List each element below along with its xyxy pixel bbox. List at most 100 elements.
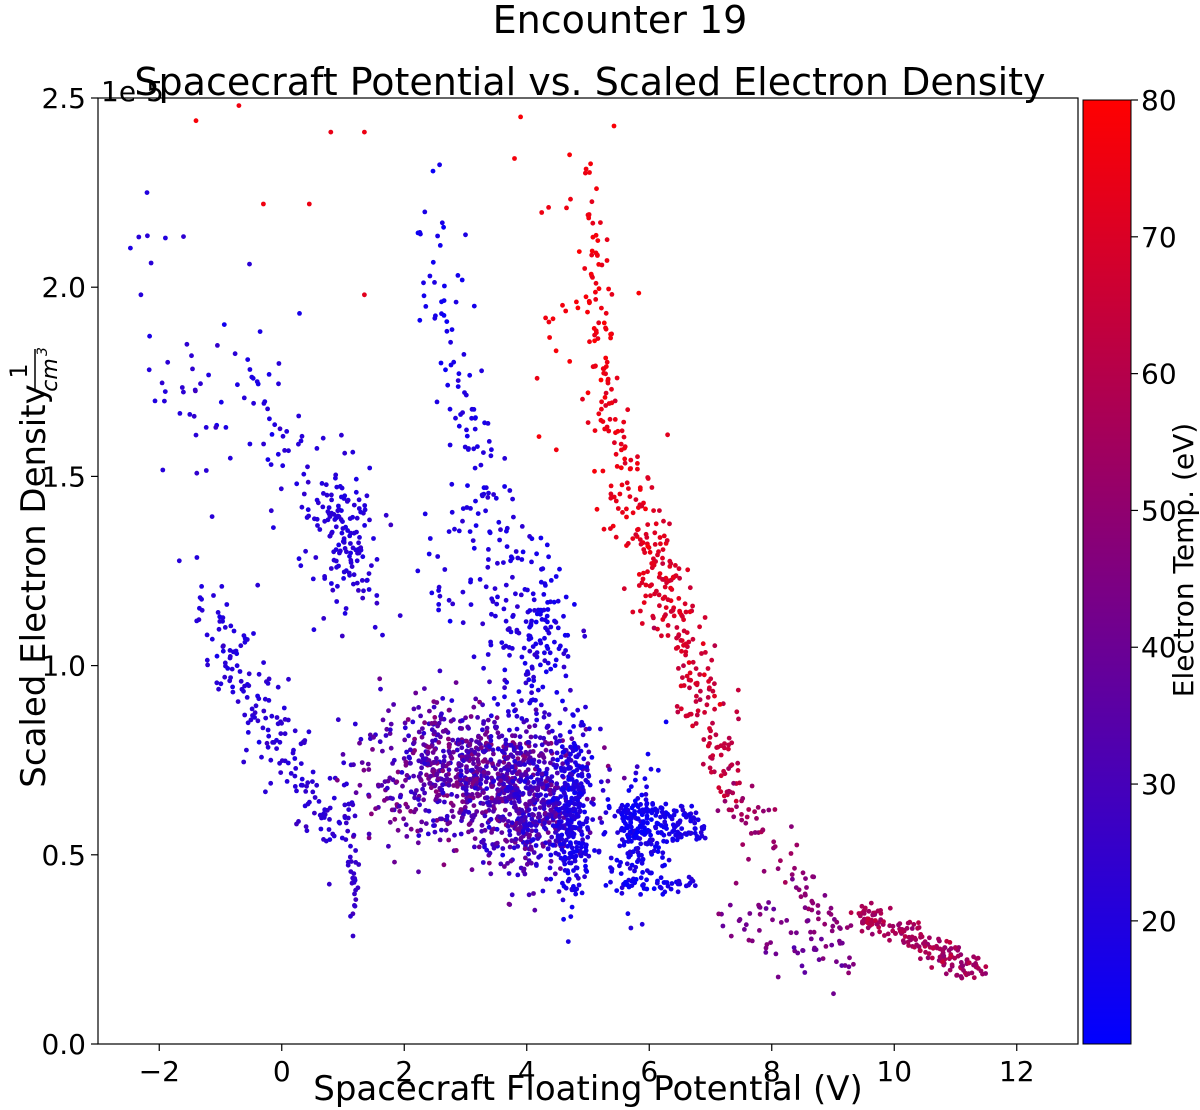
data-point: [228, 623, 234, 629]
data-point: [479, 745, 484, 750]
data-point: [546, 554, 551, 560]
data-point: [329, 581, 334, 586]
data-point: [216, 626, 222, 632]
data-point: [575, 813, 581, 819]
data-point: [384, 726, 390, 732]
data-point: [752, 809, 757, 815]
data-point: [575, 707, 581, 713]
data-point: [638, 875, 644, 881]
data-point: [600, 419, 606, 424]
data-point: [591, 326, 597, 331]
data-point: [422, 209, 428, 215]
data-point: [689, 803, 695, 809]
data-point: [553, 657, 559, 663]
data-point: [341, 576, 346, 581]
data-point: [522, 779, 528, 784]
data-point: [408, 760, 413, 766]
data-point: [518, 114, 523, 120]
data-point: [527, 724, 532, 730]
data-point: [329, 510, 334, 516]
data-point: [683, 642, 688, 648]
data-point: [387, 775, 393, 781]
data-point: [491, 804, 496, 809]
data-point: [771, 839, 777, 845]
data-point: [586, 215, 592, 221]
data-point: [464, 738, 469, 744]
data-point: [266, 372, 272, 377]
data-point: [213, 425, 219, 430]
data-point: [222, 674, 228, 680]
data-point: [735, 687, 741, 693]
data-point: [605, 797, 611, 802]
data-point: [344, 781, 349, 787]
data-point: [427, 536, 433, 541]
y-tick-label: 2.5: [41, 82, 86, 115]
data-point: [348, 913, 353, 919]
data-point: [746, 856, 751, 862]
data-point: [494, 840, 500, 846]
data-point: [816, 957, 822, 963]
data-point: [571, 713, 576, 718]
data-point: [529, 559, 534, 565]
data-point: [532, 608, 537, 613]
data-point: [504, 798, 509, 804]
data-point: [441, 862, 447, 868]
data-point: [608, 483, 614, 489]
data-point: [624, 506, 629, 512]
data-point: [568, 196, 573, 202]
data-point: [614, 375, 620, 381]
data-point: [252, 710, 258, 716]
data-point: [599, 820, 605, 825]
data-point: [254, 379, 260, 384]
data-point: [454, 793, 460, 799]
data-point: [734, 804, 739, 810]
data-point: [485, 795, 490, 801]
data-point: [681, 683, 687, 688]
data-point: [562, 791, 567, 796]
data-point: [503, 737, 509, 743]
data-point: [510, 778, 516, 784]
data-point: [540, 785, 546, 790]
data-point: [362, 507, 368, 513]
chart-title: Spacecraft Potential vs. Scaled Electron…: [134, 60, 1045, 104]
data-point: [472, 749, 478, 755]
data-point: [548, 807, 554, 813]
data-point: [193, 118, 199, 124]
data-point: [904, 925, 910, 931]
data-point: [461, 352, 467, 357]
data-point: [523, 785, 529, 791]
data-point: [542, 825, 547, 830]
data-point: [342, 546, 348, 551]
data-point: [641, 600, 647, 605]
data-point: [321, 616, 327, 621]
data-point: [292, 784, 298, 789]
data-point: [624, 823, 630, 829]
data-point: [697, 672, 703, 677]
data-point: [211, 593, 216, 598]
data-point: [575, 797, 580, 803]
data-point: [887, 905, 893, 911]
data-point: [340, 752, 346, 757]
data-point: [485, 800, 490, 805]
data-point: [615, 506, 621, 511]
data-point: [598, 220, 603, 226]
data-point: [362, 292, 367, 298]
data-point: [592, 468, 597, 474]
data-point: [449, 327, 455, 332]
data-point: [301, 471, 307, 477]
data-point: [312, 810, 317, 816]
data-point: [558, 754, 564, 760]
data-point: [488, 871, 494, 877]
data-point: [465, 483, 470, 488]
data-point: [838, 926, 843, 931]
data-point: [480, 702, 485, 708]
data-point: [948, 953, 954, 959]
data-point: [471, 803, 477, 808]
data-point: [472, 836, 478, 841]
data-point: [607, 767, 612, 772]
data-point: [584, 796, 590, 802]
data-point: [265, 681, 271, 686]
data-point: [244, 747, 249, 753]
data-point: [694, 712, 700, 718]
data-point: [480, 801, 486, 806]
